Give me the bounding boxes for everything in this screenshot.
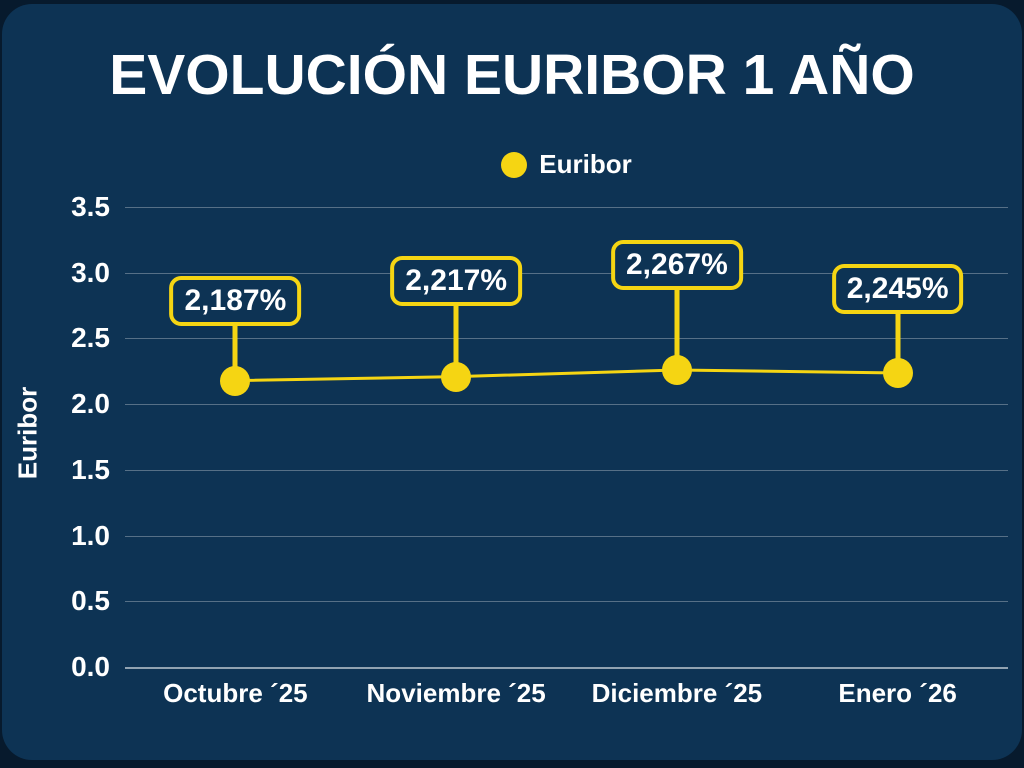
data-label-callout: 2,267%	[611, 240, 743, 291]
data-label-callout: 2,245%	[831, 263, 964, 314]
chart-card-background	[2, 4, 1022, 760]
data-label-callout: 2,187%	[169, 275, 302, 326]
x-axis-tick-label: Noviembre ´25	[366, 678, 546, 708]
y-gridline	[125, 338, 1008, 340]
y-gridline	[125, 535, 1008, 537]
y-gridline	[125, 601, 1008, 603]
legend-item-euribor: Euribor	[539, 149, 632, 179]
y-axis-tick-label: 0.5	[71, 585, 110, 617]
data-label-connector	[895, 313, 901, 373]
y-axis-tick-label: 1.0	[71, 519, 110, 551]
data-label-connector	[674, 290, 680, 371]
legend: Euribor	[125, 149, 1008, 180]
data-point-marker	[661, 355, 692, 386]
data-label-connector	[232, 325, 238, 381]
data-point-marker	[882, 357, 913, 388]
y-axis-tick-label: 1.5	[71, 453, 110, 485]
y-axis-tick-label: 3.5	[71, 191, 110, 222]
y-gridline	[125, 207, 1008, 208]
y-gridline	[125, 404, 1008, 406]
data-point-marker	[441, 361, 472, 392]
y-gridline	[125, 469, 1008, 471]
x-axis-tick-label: Diciembre ´25	[591, 678, 763, 708]
chart-title: EVOLUCIÓN EURIBOR 1 AÑO	[109, 43, 915, 107]
y-gridline	[125, 272, 1008, 274]
y-axis-tick-label: 0.0	[71, 651, 110, 682]
data-point-marker	[220, 365, 251, 396]
legend-marker-circle-icon	[501, 151, 528, 178]
data-label-callout: 2,217%	[390, 255, 522, 306]
y-axis-tick-label: 3.0	[71, 256, 110, 288]
y-axis-tick-label: 2.0	[71, 388, 110, 420]
y-axis-tick-label: 2.5	[71, 322, 110, 354]
y-gridline	[125, 667, 1008, 669]
x-axis-tick-label: Enero ´26	[838, 678, 957, 708]
x-axis-tick-label: Octubre ´25	[163, 678, 308, 708]
data-label-connector	[453, 305, 459, 377]
